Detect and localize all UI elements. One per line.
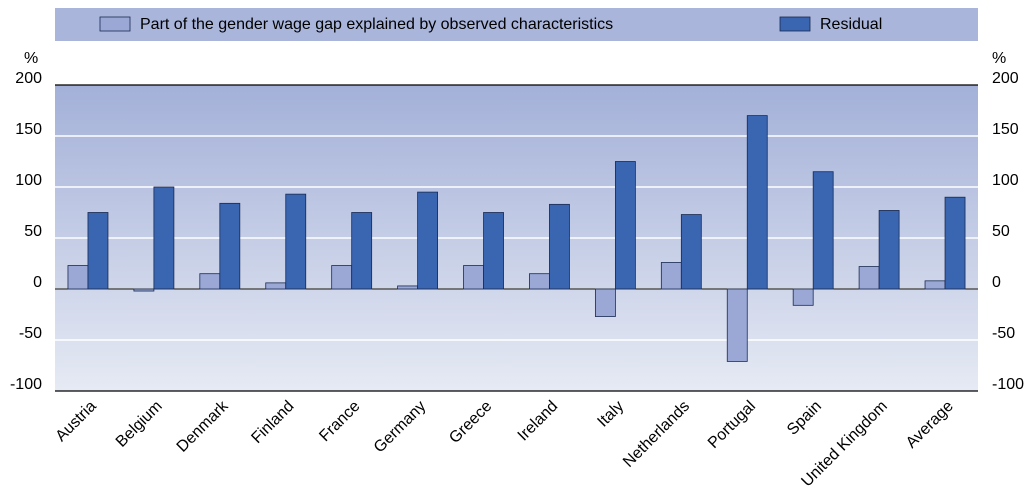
bar [397, 285, 419, 290]
x-tick-label: Average [903, 398, 957, 452]
y2-tick-label: 200 [992, 70, 1019, 87]
bar [463, 265, 484, 290]
bar [529, 273, 550, 290]
legend-swatch [779, 16, 811, 32]
y-tick-label: 50 [24, 223, 42, 240]
y-tick-label: 200 [15, 70, 42, 87]
y2-tick-label: 100 [992, 172, 1019, 189]
bar [878, 210, 900, 290]
x-tick-label: Spain [784, 398, 825, 439]
y2-tick-label: -100 [992, 376, 1024, 393]
bar [746, 115, 768, 290]
bar [858, 266, 880, 290]
x-tick-label: Ireland [515, 398, 562, 445]
bar [680, 214, 702, 290]
bar [219, 202, 241, 290]
y-axis-label: % [24, 50, 38, 67]
y2-tick-label: 0 [992, 274, 1001, 291]
x-tick-label: Greece [446, 398, 495, 447]
x-tick-label: Portugal [705, 398, 759, 452]
x-tick-label: Finland [248, 398, 297, 447]
legend-label: Part of the gender wage gap explained by… [140, 16, 613, 33]
y-tick-label: -50 [19, 325, 42, 342]
legend-swatch [99, 16, 131, 32]
bar [417, 191, 439, 290]
y-tick-label: 150 [15, 121, 42, 138]
bar [351, 212, 373, 290]
x-tick-label: Italy [594, 398, 627, 431]
bar [594, 288, 616, 317]
x-tick-label: Netherlands [620, 398, 693, 471]
y-tick-label: 0 [33, 274, 42, 291]
bar [265, 282, 287, 290]
x-tick-label: Austria [53, 398, 100, 445]
y2-axis-label: % [992, 50, 1006, 67]
y2-tick-label: 50 [992, 223, 1010, 240]
y-tick-label: 100 [15, 172, 42, 189]
x-tick-label: France [316, 398, 363, 445]
bar [285, 193, 307, 290]
bar [614, 161, 636, 290]
bar [549, 203, 570, 290]
bar [792, 288, 814, 306]
legend-band [55, 8, 978, 41]
bar [87, 212, 109, 290]
y2-tick-label: 150 [992, 121, 1019, 138]
y2-tick-label: -50 [992, 325, 1015, 342]
bar [331, 265, 353, 290]
bar [153, 186, 175, 290]
bar [67, 265, 89, 290]
bar [726, 288, 748, 362]
x-tick-label: Germany [371, 398, 430, 457]
bar [660, 262, 682, 290]
x-tick-label: Belgium [113, 398, 166, 451]
legend-label: Residual [820, 16, 882, 33]
bar [812, 171, 834, 290]
bar [924, 280, 946, 290]
bar [944, 196, 966, 290]
y-tick-label: -100 [10, 376, 42, 393]
x-tick-label: Denmark [174, 397, 233, 456]
bar [483, 212, 504, 290]
bar [199, 273, 221, 290]
bar [133, 288, 155, 292]
